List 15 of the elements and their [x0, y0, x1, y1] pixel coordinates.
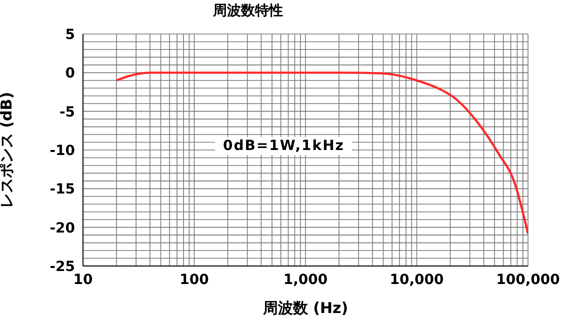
x-axis-title: 周波数 (Hz)	[262, 299, 348, 317]
x-tick-label: 100,000	[496, 272, 560, 288]
y-tick-label: 0	[65, 66, 76, 82]
chart-title: 周波数特性	[212, 2, 284, 20]
x-tick-label: 10,000	[390, 272, 444, 288]
x-tick-label: 100	[180, 272, 210, 288]
annotation: 0dB=1W,1kHz	[215, 137, 352, 155]
y-tick-label: -15	[50, 182, 75, 198]
x-tick-label: 10	[73, 272, 93, 288]
y-tick-label: -20	[50, 220, 76, 236]
y-tick-label: 5	[65, 26, 75, 43]
x-tick-label: 1,000	[283, 272, 328, 288]
y-tick-label: -25	[50, 258, 75, 275]
y-tick-label: -5	[59, 104, 75, 120]
y-tick-label: -10	[50, 142, 76, 159]
